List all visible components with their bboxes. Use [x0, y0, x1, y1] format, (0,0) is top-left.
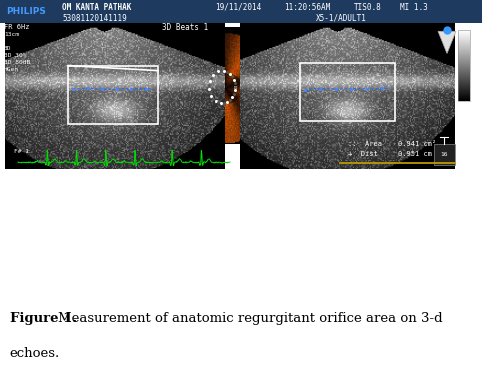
Point	[301, 87, 309, 93]
Point	[84, 85, 92, 91]
Text: 19/11/2014: 19/11/2014	[215, 3, 261, 11]
Text: 3D 80dB: 3D 80dB	[4, 60, 30, 65]
Polygon shape	[438, 31, 456, 54]
Point	[363, 86, 371, 92]
Text: TIS0.8: TIS0.8	[354, 3, 382, 11]
Text: OM KANTA PATHAK: OM KANTA PATHAK	[62, 3, 132, 11]
Text: PHILIPS: PHILIPS	[6, 7, 46, 16]
Text: F# 1: F# 1	[14, 149, 29, 154]
Point	[69, 86, 77, 92]
Text: 3D 30%: 3D 30%	[4, 53, 27, 58]
Point	[113, 86, 120, 92]
Text: X5-1/ADULT1: X5-1/ADULT1	[316, 14, 367, 23]
Bar	[68, 65, 158, 124]
Text: MI 1.3: MI 1.3	[400, 3, 428, 11]
Text: Figure 1.: Figure 1.	[10, 312, 77, 325]
Text: HGen: HGen	[4, 67, 19, 72]
Text: M3: M3	[455, 23, 464, 32]
Text: Measurement of anatomic regurgitant orifice area on 3-d: Measurement of anatomic regurgitant orif…	[58, 312, 443, 325]
FancyBboxPatch shape	[433, 144, 455, 165]
Text: 11:20:56AM: 11:20:56AM	[284, 3, 330, 11]
Text: 3D: 3D	[4, 46, 12, 51]
Text: echoes.: echoes.	[10, 347, 60, 360]
Bar	[458, 30, 470, 101]
Point	[348, 86, 355, 92]
Text: 0.941 cm²: 0.941 cm²	[398, 141, 436, 147]
Text: +  Dist: + Dist	[348, 151, 378, 157]
Text: 53081120141119: 53081120141119	[62, 14, 127, 23]
Text: 16: 16	[440, 152, 448, 157]
Point	[98, 86, 106, 92]
Text: 0.951 cm: 0.951 cm	[398, 151, 432, 157]
Point	[317, 86, 324, 92]
Bar	[0, 0, 482, 23]
Text: ::  Area: :: Area	[348, 141, 382, 147]
Point	[127, 86, 135, 92]
Text: FR 6Hz: FR 6Hz	[4, 24, 29, 30]
Point	[378, 85, 386, 91]
Text: 3D Beats 1: 3D Beats 1	[162, 23, 208, 32]
Bar	[300, 62, 395, 121]
Point	[332, 86, 340, 92]
Text: 13cm: 13cm	[4, 32, 19, 37]
Point	[142, 86, 149, 92]
